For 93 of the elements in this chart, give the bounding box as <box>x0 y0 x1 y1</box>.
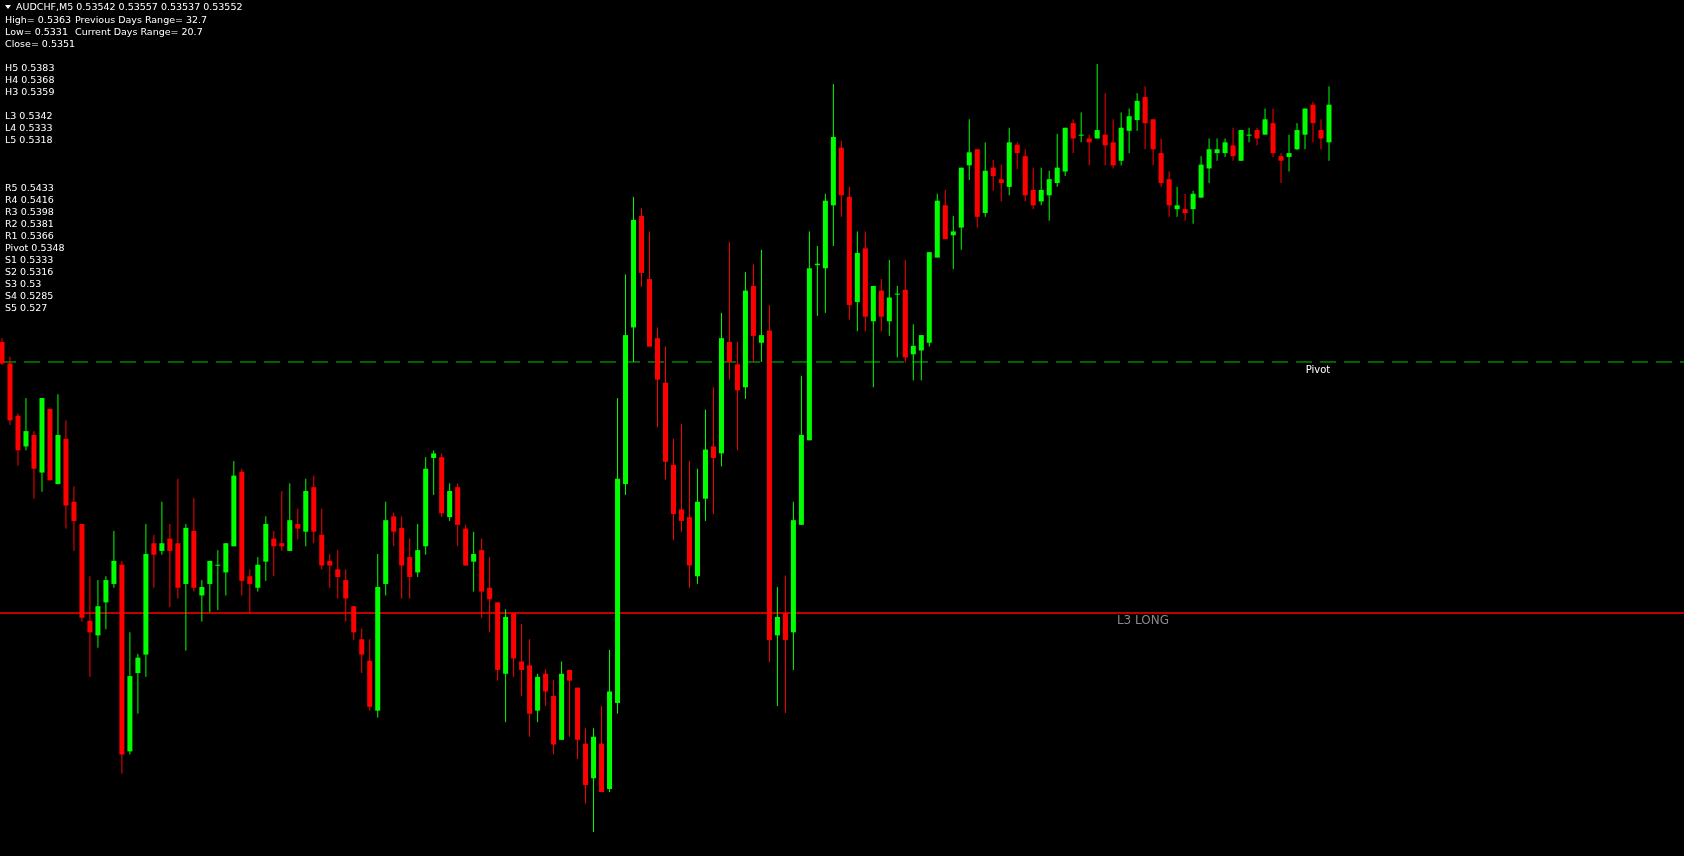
candlestick <box>327 553 333 589</box>
candlestick <box>431 449 437 496</box>
candlestick <box>271 530 277 577</box>
candlestick <box>1094 63 1100 139</box>
candlestick <box>111 530 117 589</box>
candlestick <box>1070 118 1076 154</box>
candlestick <box>135 653 141 715</box>
candlestick <box>335 549 341 600</box>
ref-line-label: Pivot <box>1305 363 1331 375</box>
candlestick <box>998 164 1004 202</box>
candlestick <box>1014 141 1020 170</box>
annotation: Pivot 0.5348 <box>5 242 65 253</box>
candlestick <box>886 259 892 337</box>
candlestick <box>1182 193 1188 222</box>
annotation: L3 0.5342 <box>5 110 53 121</box>
candlestick <box>1286 134 1292 173</box>
candlestick <box>710 386 716 515</box>
candlestick <box>0 337 5 366</box>
candlestick <box>1174 186 1180 218</box>
annotation: S5 0.527 <box>5 302 48 313</box>
candlestick <box>1206 138 1212 184</box>
candlestick <box>391 512 397 547</box>
annotation: L4 0.5333 <box>5 122 53 133</box>
candlestick <box>103 575 109 630</box>
candlestick <box>1310 101 1316 143</box>
candlestick <box>1318 118 1324 150</box>
candlestick <box>151 534 157 589</box>
candlestick <box>1254 127 1260 146</box>
candlestick <box>295 508 301 540</box>
annotation: R4 0.5416 <box>5 194 54 205</box>
text: Close= 0.5351 <box>5 38 76 49</box>
candlestick <box>471 531 477 593</box>
annotation: H5 0.5383 <box>5 62 55 73</box>
candlestick <box>23 397 29 451</box>
annotation: S1 0.5333 <box>5 254 54 265</box>
candlestick <box>543 668 549 707</box>
candlestick <box>1110 118 1116 169</box>
text: High= 0.5363 <box>5 14 72 25</box>
candlestick <box>407 538 413 600</box>
annotation: H3 0.5359 <box>5 86 55 97</box>
candlestick <box>567 669 573 738</box>
candlestick <box>199 579 205 623</box>
candlestick <box>159 501 165 556</box>
text: Low= 0.5331 <box>5 26 68 37</box>
candlestick <box>1126 108 1132 154</box>
candlestick <box>950 215 956 270</box>
candlestick <box>1134 92 1140 132</box>
candlestick <box>1038 167 1044 206</box>
candlestick <box>207 560 213 613</box>
ref-line-label: L3 LONG <box>1116 613 1170 628</box>
candlestick <box>726 241 732 381</box>
candlestick <box>1262 108 1268 136</box>
text: Previous Days Range= 32.7 <box>75 14 208 25</box>
candlestick <box>1214 138 1220 162</box>
chart-title: AUDCHF,M5 0.53542 0.53557 0.53537 0.53552 <box>16 1 243 12</box>
candlestick <box>1190 190 1196 225</box>
candlestick <box>918 334 924 381</box>
annotation: R3 0.5398 <box>5 206 54 217</box>
candlestick <box>894 285 900 358</box>
candlestick <box>910 323 916 381</box>
candlestick <box>255 556 261 593</box>
annotation: R5 0.5433 <box>5 182 54 193</box>
candlestick <box>678 423 684 533</box>
candlestick <box>415 523 421 578</box>
candlestick <box>1030 167 1036 210</box>
candlestick <box>279 490 285 552</box>
candlestick <box>167 523 173 608</box>
annotation: S4 0.5285 <box>5 290 54 301</box>
candlestick <box>1078 111 1084 143</box>
candlestick <box>1294 122 1300 151</box>
candlestick <box>1278 152 1284 184</box>
candlestick <box>1246 127 1252 143</box>
annotation: S3 0.53 <box>5 278 42 289</box>
candlestick <box>1046 170 1052 222</box>
candlestick <box>1102 92 1108 166</box>
annotation: S2 0.5316 <box>5 266 54 277</box>
candlestick <box>1222 138 1228 158</box>
candlestick <box>966 118 972 181</box>
annotation: R1 0.5366 <box>5 230 54 241</box>
candlestick <box>519 623 525 697</box>
annotation: L5 0.5318 <box>5 134 53 145</box>
candlestick <box>359 627 365 674</box>
candlestick <box>1230 127 1236 162</box>
candlestick <box>990 159 996 192</box>
candlestick <box>1086 134 1092 166</box>
candlestick <box>1054 133 1060 188</box>
candlestick <box>71 485 77 552</box>
text: Current Days Range= 20.7 <box>75 26 203 37</box>
candlestick <box>774 586 780 707</box>
candlestick <box>215 549 221 611</box>
annotation: H4 0.5368 <box>5 74 55 85</box>
annotation: R2 0.5381 <box>5 218 54 229</box>
candlestick <box>758 249 764 363</box>
